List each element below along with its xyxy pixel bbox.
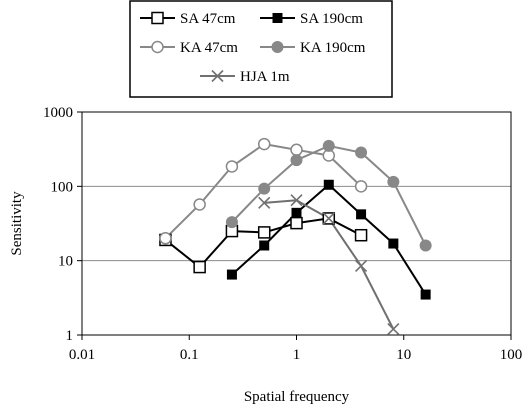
series-lines xyxy=(164,143,427,330)
y-tick-label: 1000 xyxy=(43,105,73,121)
x-axis-ticks: 0.01 0.1 1 10 100 xyxy=(69,335,522,363)
legend: SA 47cm SA 190cm KA 47cm KA 190cm HJA 1m xyxy=(129,0,393,98)
data-point xyxy=(271,41,284,53)
data-point xyxy=(193,198,206,211)
data-point xyxy=(290,194,303,207)
data-point xyxy=(290,143,303,157)
data-point xyxy=(355,146,368,159)
data-point xyxy=(356,209,367,220)
data-point xyxy=(290,154,303,167)
data-point xyxy=(211,69,224,83)
data-point xyxy=(259,240,270,251)
data-point xyxy=(226,269,237,280)
data-point xyxy=(258,196,271,209)
data-point xyxy=(225,160,239,173)
y-axis-title: Sensitivity xyxy=(9,191,25,256)
grid xyxy=(82,111,511,262)
legend-label: SA 47cm xyxy=(180,11,236,27)
legend-label: KA 190cm xyxy=(300,40,366,56)
x-tick-label: 0.01 xyxy=(69,347,95,363)
data-point xyxy=(354,180,368,193)
data-point xyxy=(322,212,335,225)
y-axis-ticks: 1 10 100 1000 xyxy=(43,105,82,344)
data-point xyxy=(272,13,283,23)
data-point xyxy=(258,182,271,195)
x-tick-label: 10 xyxy=(396,347,411,363)
x-tick-label: 100 xyxy=(500,347,523,363)
data-point xyxy=(387,175,400,188)
y-tick-label: 1 xyxy=(66,328,74,344)
x-tick-label: 0.1 xyxy=(180,347,199,363)
data-point xyxy=(420,289,431,300)
data-point xyxy=(151,40,164,54)
data-point xyxy=(159,232,172,245)
data-point xyxy=(291,207,302,218)
data-point xyxy=(151,11,164,25)
data-point xyxy=(387,323,400,336)
y-tick-label: 100 xyxy=(51,179,74,195)
data-point xyxy=(290,216,303,230)
data-point xyxy=(257,137,271,151)
data-point xyxy=(388,238,399,249)
data-point xyxy=(193,260,206,274)
data-point xyxy=(322,139,335,152)
data-point xyxy=(323,179,334,190)
legend-label: SA 190cm xyxy=(300,11,363,27)
y-tick-label: 10 xyxy=(58,254,73,270)
x-tick-label: 1 xyxy=(293,347,301,363)
series-markers xyxy=(159,137,432,336)
data-point xyxy=(354,228,368,242)
legend-label: KA 47cm xyxy=(180,40,238,56)
data-point xyxy=(355,259,368,272)
data-point xyxy=(257,226,271,239)
data-point xyxy=(225,216,238,229)
data-point xyxy=(419,239,432,252)
legend-label: HJA 1m xyxy=(240,69,290,85)
x-axis-title: Spatial frequency xyxy=(244,389,350,404)
